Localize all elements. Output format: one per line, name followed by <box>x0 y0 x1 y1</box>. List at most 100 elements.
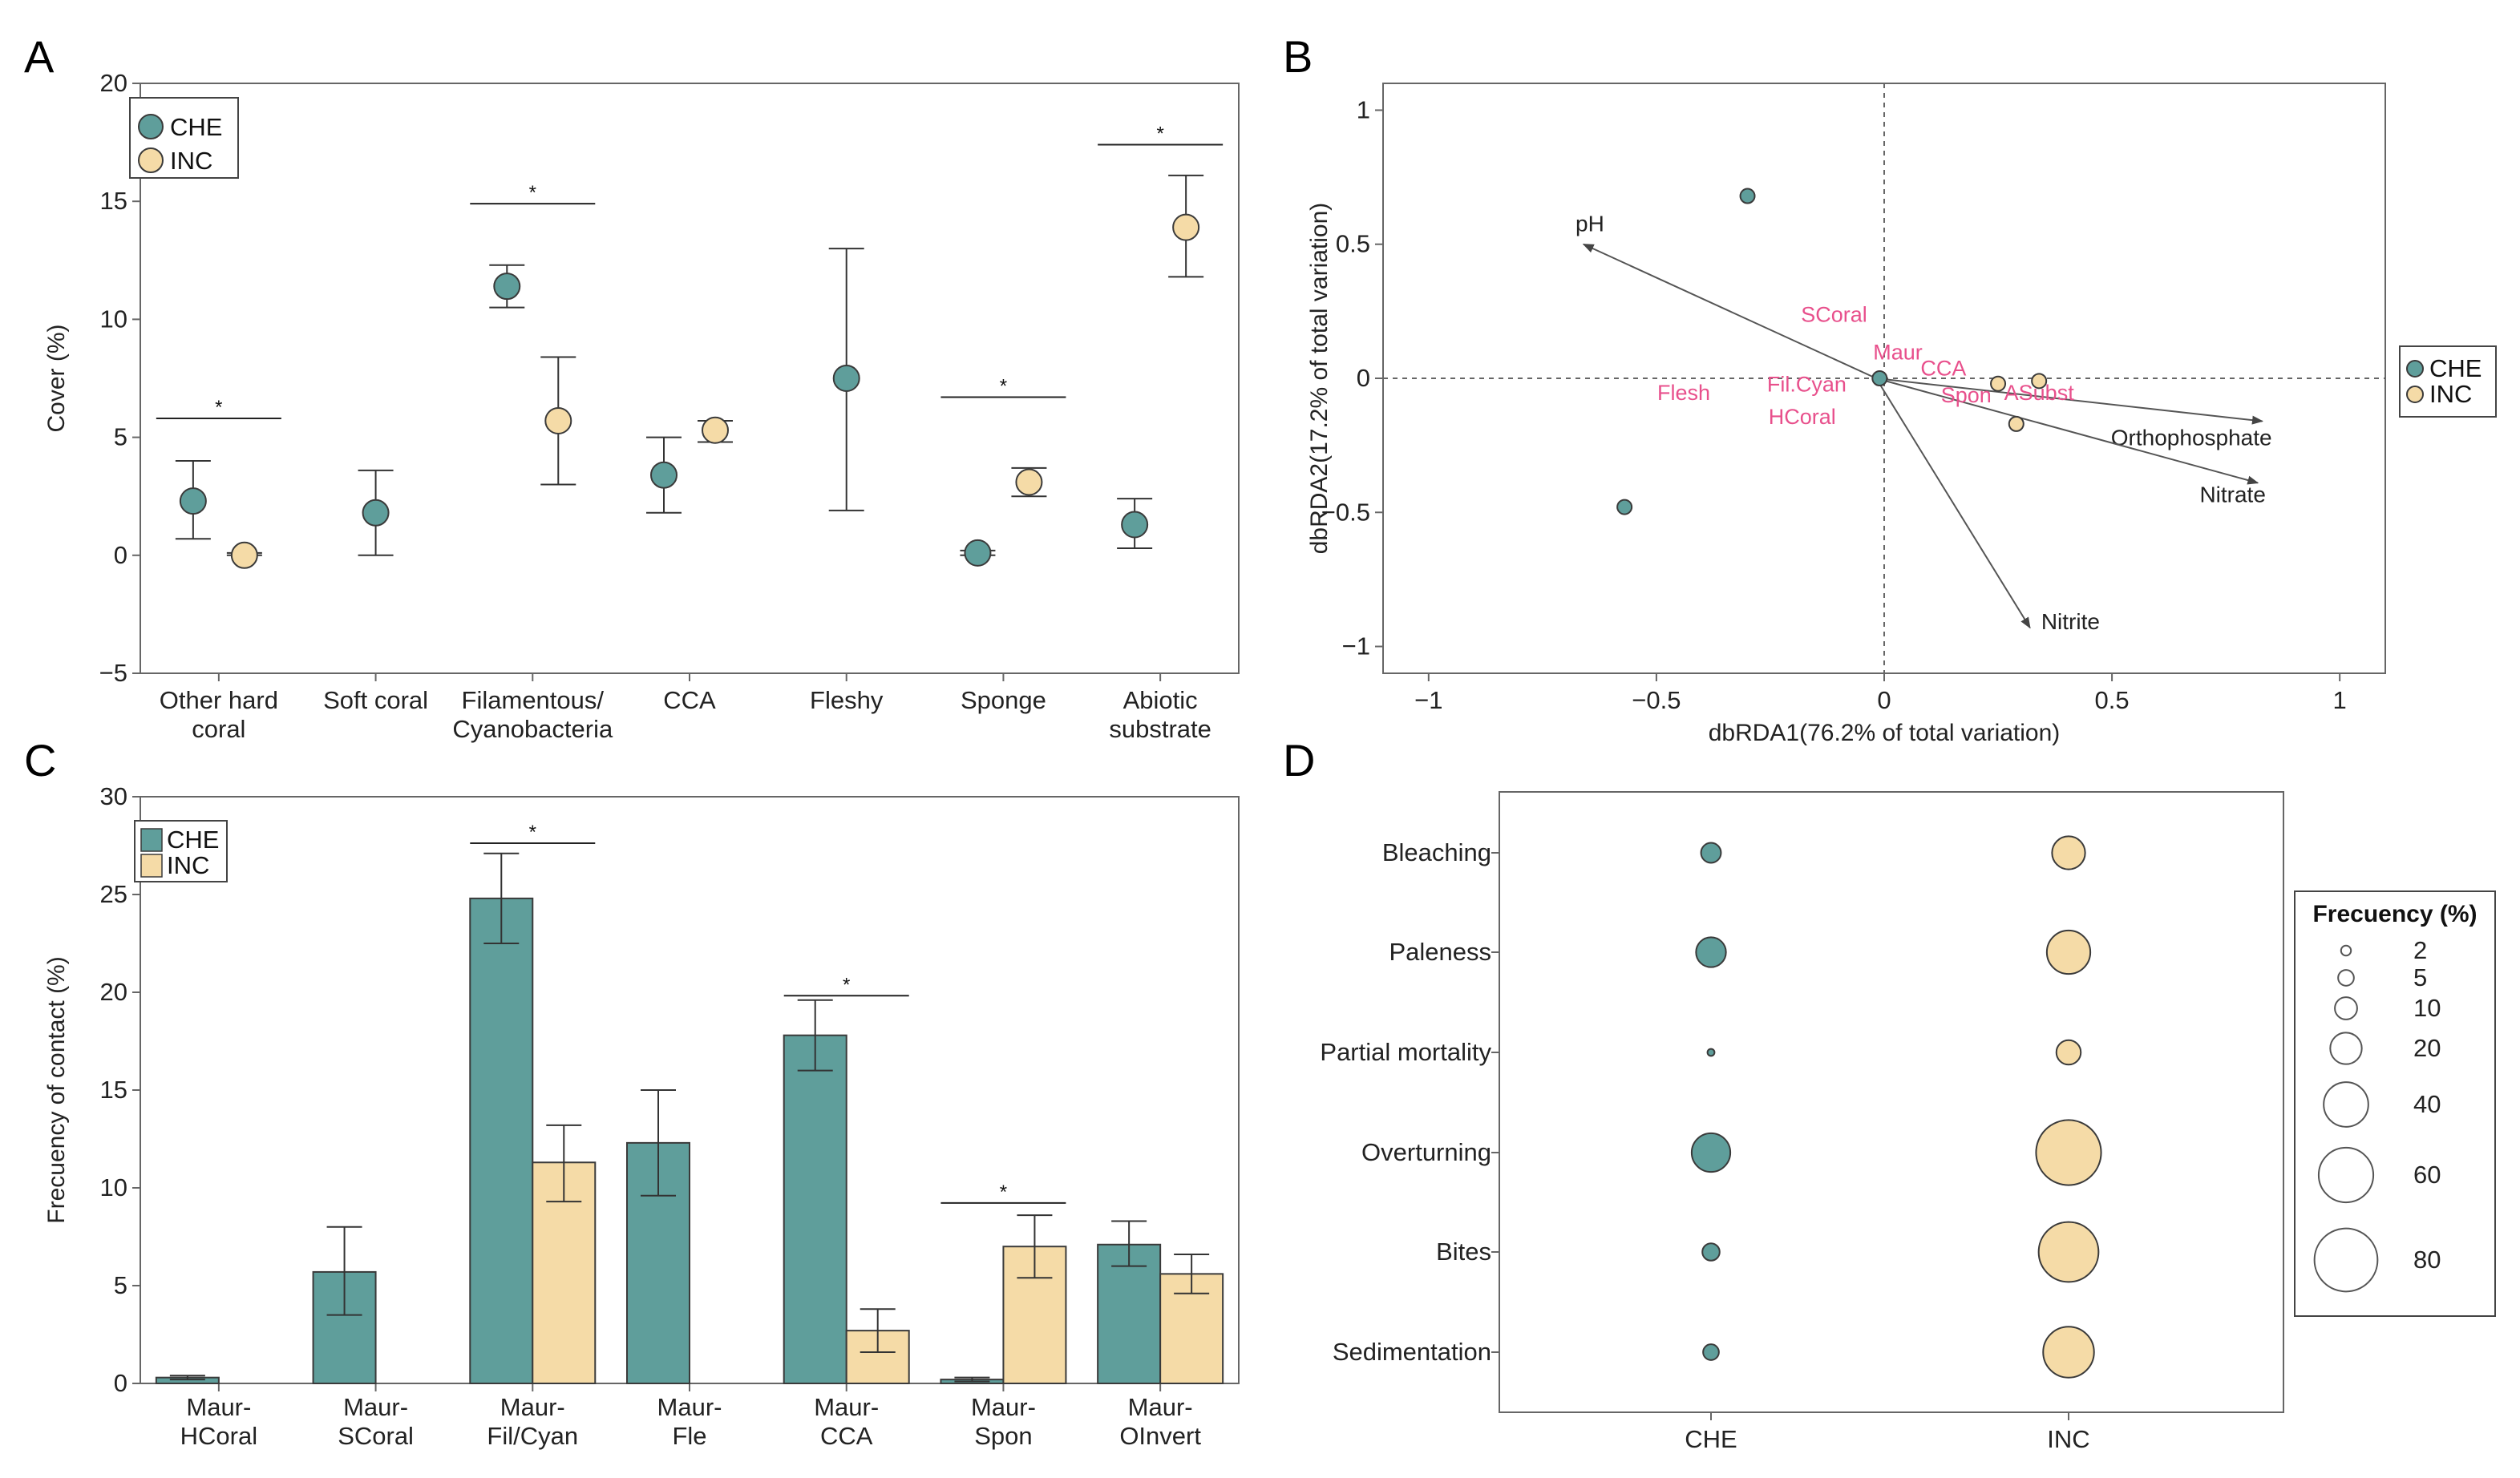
species-label-spon: Spon <box>1941 383 1992 407</box>
y-axis-title: Frecuency of contact (%) <box>43 956 70 1223</box>
category-label-line: Maur- <box>657 1393 722 1421</box>
category-label: Filamentous/Cyanobacteria <box>452 686 613 743</box>
size-legend-title: Frecuency (%) <box>2312 901 2477 927</box>
inc-point <box>702 416 729 444</box>
panel-label-c: C <box>24 735 56 785</box>
legend-inc-symbol <box>2406 386 2424 403</box>
inc-point <box>230 541 258 569</box>
y-tick-label: 15 <box>100 1076 127 1104</box>
category-label: CCA <box>663 686 716 714</box>
y-tick-label: −5 <box>99 659 127 687</box>
category-label-line: HCoral <box>180 1422 257 1450</box>
vector-label-nitrite: Nitrite <box>2041 609 2100 634</box>
legend-che-label: CHE <box>2429 354 2482 382</box>
category-label-line: SCoral <box>338 1422 414 1450</box>
inc-bubble <box>2037 1221 2100 1283</box>
category-label: Maur-CCA <box>814 1393 879 1450</box>
y-tick-label: 0 <box>114 541 127 569</box>
x-axis-title: dbRDA1(76.2% of total variation) <box>1709 720 2061 746</box>
size-legend-circle <box>2317 1146 2375 1204</box>
category-label-line: Maur- <box>500 1393 565 1421</box>
che-bar <box>469 897 534 1384</box>
category-label: Other hard coral <box>160 686 278 743</box>
significance-0-label: * <box>215 397 222 418</box>
inc-site-point <box>1990 375 2007 392</box>
che-bubble <box>1702 1343 1720 1361</box>
x-tick-label: −1 <box>1414 686 1442 714</box>
vector-label-ph: pH <box>1576 212 1604 236</box>
size-legend-circle <box>2337 969 2355 987</box>
y-axis-title: dbRDA2(17.2% of total variation) <box>1306 203 1333 555</box>
legend-inc-label: INC <box>170 147 212 175</box>
category-label: Soft coral <box>323 686 428 714</box>
che-point <box>1121 511 1149 539</box>
size-legend-label: 2 <box>2413 936 2427 964</box>
size-legend-circle <box>2329 1032 2363 1065</box>
species-label-hcoral: HCoral <box>1769 405 1836 429</box>
category-label-line: Fleshy <box>810 686 884 714</box>
category-label-line: CCA <box>820 1422 873 1450</box>
che-point <box>832 365 860 392</box>
legend-inc-symbol <box>138 147 164 173</box>
che-point <box>964 539 992 567</box>
category-label: Maur-OInvert <box>1119 1393 1201 1450</box>
legend-inc-label: INC <box>167 851 209 879</box>
y-tick-label: 20 <box>100 69 127 97</box>
x-tick-label: 0.5 <box>2095 686 2130 714</box>
vector-orthophosphate <box>1875 378 2263 425</box>
che-bubble <box>1695 936 1727 968</box>
category-label: Sponge <box>961 686 1046 714</box>
row-label: Sedimentation <box>1333 1338 1491 1366</box>
significance-2-label: * <box>529 822 536 843</box>
y-tick-label: 5 <box>114 423 127 451</box>
panel-label-a: A <box>24 31 55 82</box>
significance-2-label: * <box>529 182 536 204</box>
inc-bubble <box>2042 1326 2095 1379</box>
row-label: Overturning <box>1361 1138 1491 1166</box>
inc-bubble <box>2051 835 2086 870</box>
che-site-point <box>1616 499 1633 515</box>
category-label-line: Sponge <box>961 686 1046 714</box>
significance-5-label: * <box>1000 376 1007 398</box>
category-label: Abiotic substrate <box>1109 686 1211 743</box>
category-label-line: Soft coral <box>323 686 428 714</box>
row-label: Bleaching <box>1382 838 1491 866</box>
inc-bubble <box>2045 929 2092 975</box>
y-tick-label: 30 <box>100 782 127 810</box>
category-label-line: Abiotic <box>1123 686 1198 714</box>
size-legend-circle <box>2323 1081 2369 1128</box>
inc-site-point <box>2031 373 2048 390</box>
che-bar <box>783 1034 847 1385</box>
category-label-line: CCA <box>663 686 716 714</box>
y-tick-label: 10 <box>100 305 127 333</box>
y-tick-label: 0 <box>114 1369 127 1397</box>
size-legend-circle <box>2313 1227 2379 1293</box>
x-tick-label: 0 <box>1877 686 1891 714</box>
panel-a-point-chart: −5 0 5 10 15 20 Cover (%) Other hard coral Soft c… <box>43 69 1240 743</box>
y-tick-label: 0 <box>1357 364 1370 392</box>
category-label: Maur-Fle <box>657 1393 722 1450</box>
inc-point <box>544 406 572 434</box>
plot-frame <box>1499 791 2284 1413</box>
row-label: Paleness <box>1389 938 1491 966</box>
y-tick-label: 25 <box>100 880 127 908</box>
category-label-line: coral <box>192 715 245 743</box>
category-label: Fleshy <box>810 686 884 714</box>
species-label-fil.cyan: Fil.Cyan <box>1767 373 1847 397</box>
inc-point <box>1172 213 1200 241</box>
che-site-point <box>1871 370 1888 386</box>
y-tick-label: −0.5 <box>1321 498 1370 526</box>
size-legend-circle <box>2334 996 2358 1020</box>
inc-bar <box>1159 1273 1224 1384</box>
significance-5-label: * <box>1000 1181 1007 1203</box>
inc-bubble <box>2055 1039 2082 1066</box>
y-tick-label: 10 <box>100 1173 127 1201</box>
panel-c-bar-chart: 0 5 10 15 20 25 30 Frecuency of contact (%) Maur… <box>43 782 1240 1450</box>
category-label: Maur-HCoral <box>180 1393 257 1450</box>
category-label-line: OInvert <box>1119 1422 1201 1450</box>
panel-d-bubble-chart: Bleaching Paleness Partial mortality Overtu… <box>1320 791 2496 1453</box>
size-legend-label: 10 <box>2413 994 2441 1022</box>
che-site-point <box>1739 188 1756 204</box>
y-axis-title: Cover (%) <box>43 324 70 432</box>
column-label-che: CHE <box>1685 1425 1737 1453</box>
